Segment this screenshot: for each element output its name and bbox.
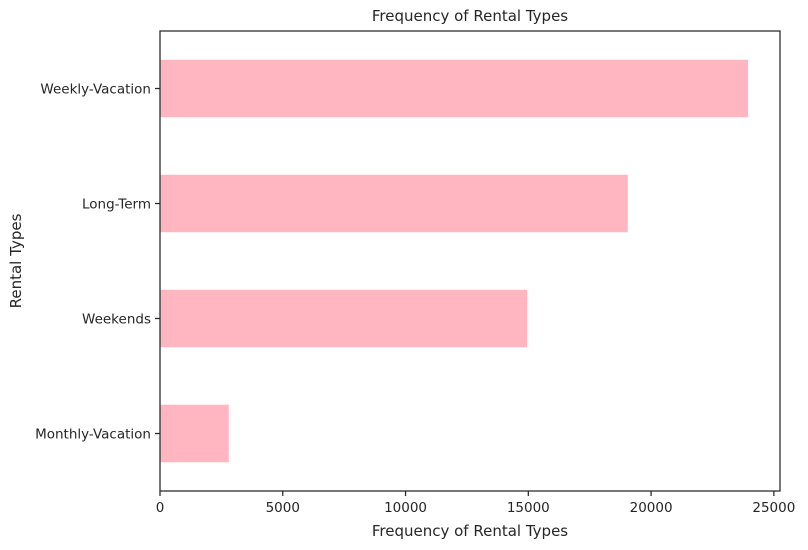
bar-weekends [160, 289, 528, 348]
chart-title: Frequency of Rental Types [372, 7, 568, 25]
y-tick-label: Monthly-Vacation [35, 427, 151, 443]
y-axis-label: Rental Types [7, 213, 25, 308]
bars-group [160, 59, 749, 463]
x-tick-label: 5000 [266, 500, 300, 516]
x-axis-label: Frequency of Rental Types [372, 522, 568, 540]
y-tick-label: Weekends [82, 312, 151, 328]
y-tick-label: Weekly-Vacation [40, 82, 151, 98]
bar-monthly-vacation [160, 404, 229, 463]
x-tick-label: 0 [156, 500, 165, 516]
y-axis-ticks: Weekly-Vacation Long-Term Weekends Monthly-… [35, 82, 160, 443]
x-tick-label: 25000 [752, 500, 795, 516]
y-tick-label: Long-Term [82, 197, 151, 213]
x-tick-label: 10000 [384, 500, 427, 516]
x-tick-label: 15000 [507, 500, 550, 516]
bar-long-term [160, 174, 628, 233]
bar-weekly-vacation [160, 59, 749, 118]
x-tick-label: 20000 [630, 500, 673, 516]
plot-frame [159, 30, 781, 492]
x-axis-ticks: 0 5000 10000 15000 20000 25000 [156, 491, 795, 516]
